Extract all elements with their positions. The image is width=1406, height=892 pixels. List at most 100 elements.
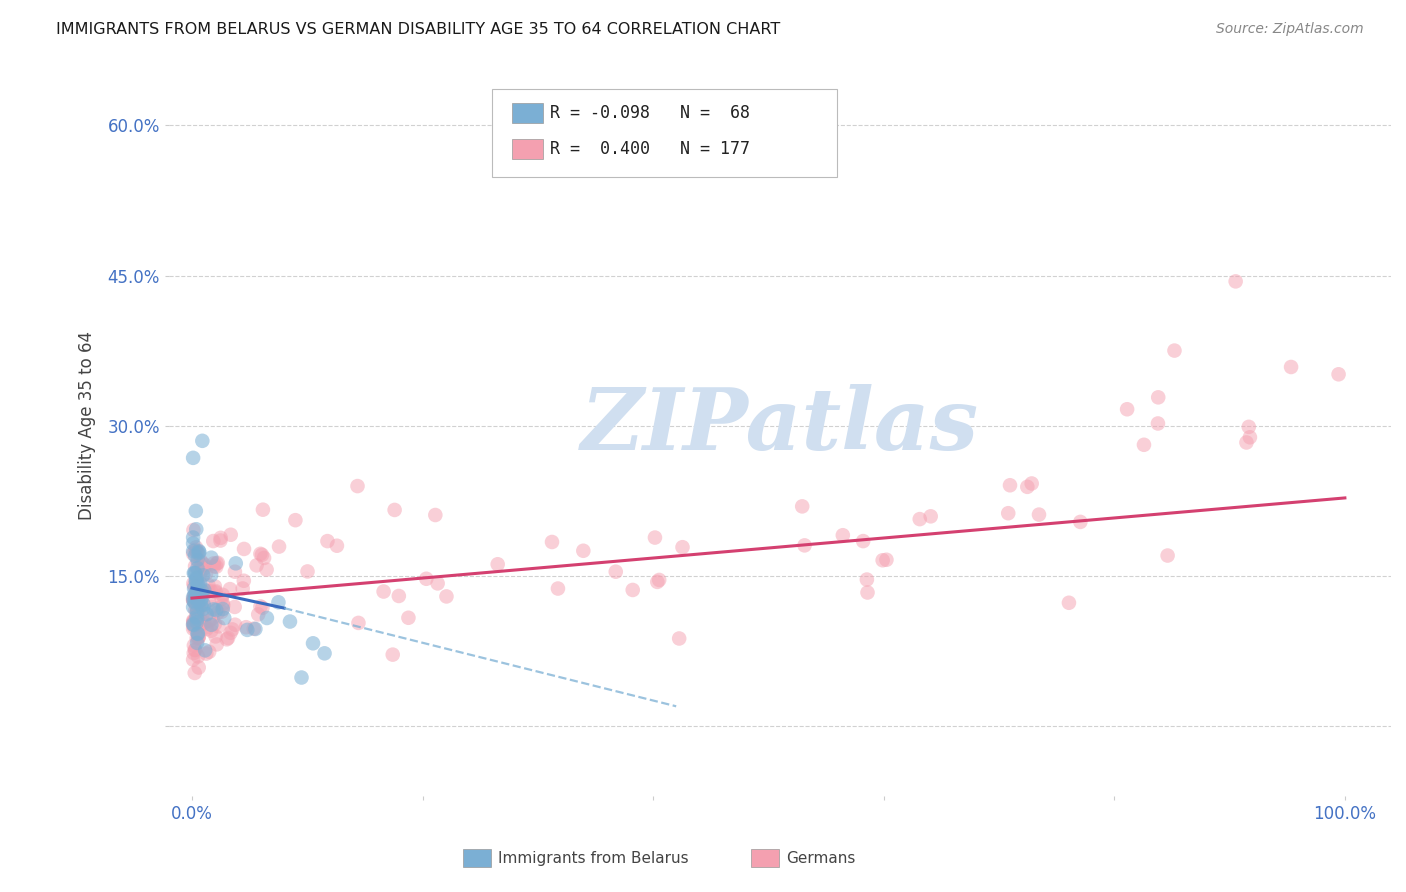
Point [219, 582, 242, 596]
Point [302, 636, 325, 650]
Point [194, 566, 217, 581]
Point [187, 649, 209, 664]
Point [191, 609, 214, 624]
Point [191, 584, 214, 599]
Point [204, 629, 226, 643]
Point [217, 631, 239, 645]
Point [183, 589, 205, 603]
Point [998, 478, 1021, 492]
Point [193, 615, 215, 630]
Point [184, 642, 207, 657]
Point [278, 615, 301, 629]
Point [187, 577, 209, 591]
Point [1021, 476, 1043, 491]
Point [425, 508, 447, 522]
Point [668, 632, 690, 646]
Point [186, 575, 208, 590]
Text: ZIPatlas: ZIPatlas [581, 384, 979, 467]
Point [204, 616, 226, 631]
Point [181, 544, 204, 558]
Point [183, 593, 205, 607]
Point [297, 565, 319, 579]
Point [181, 547, 204, 561]
Text: R =  0.400   N = 177: R = 0.400 N = 177 [550, 140, 749, 158]
Point [920, 509, 942, 524]
Point [194, 620, 217, 634]
Point [184, 591, 207, 605]
Point [314, 646, 336, 660]
Point [187, 553, 209, 567]
Point [792, 500, 814, 514]
Point [195, 622, 218, 636]
Point [187, 592, 209, 607]
Point [190, 554, 212, 568]
Point [436, 590, 458, 604]
Point [184, 643, 207, 657]
Point [181, 618, 204, 632]
Point [396, 611, 419, 625]
Point [1028, 508, 1050, 522]
Point [183, 579, 205, 593]
Point [188, 617, 211, 632]
Point [290, 671, 312, 685]
Point [197, 584, 219, 599]
Point [997, 506, 1019, 520]
Point [194, 558, 217, 572]
Point [204, 585, 226, 599]
Point [267, 540, 290, 554]
Point [426, 576, 449, 591]
Point [187, 595, 209, 609]
Point [187, 660, 209, 674]
Point [190, 588, 212, 602]
Point [247, 607, 270, 622]
Point [232, 582, 254, 596]
Point [186, 615, 208, 630]
Point [388, 589, 411, 603]
Point [200, 599, 222, 614]
Point [233, 541, 256, 556]
Point [224, 599, 246, 614]
Point [856, 573, 879, 587]
Point [190, 617, 212, 632]
Point [205, 559, 228, 574]
Point [193, 561, 215, 575]
Point [202, 559, 225, 574]
Point [195, 607, 218, 622]
Point [250, 548, 273, 562]
Point [193, 598, 215, 612]
Point [187, 630, 209, 644]
Point [186, 590, 208, 604]
Point [908, 512, 931, 526]
Point [1279, 359, 1302, 374]
Point [1327, 368, 1350, 382]
Point [188, 576, 211, 591]
Point [191, 434, 214, 448]
Point [184, 542, 207, 557]
Point [181, 590, 204, 604]
Point [201, 611, 224, 625]
Point [183, 615, 205, 629]
Point [202, 602, 225, 616]
Point [245, 622, 267, 636]
Point [648, 573, 671, 587]
Point [205, 637, 228, 651]
Point [202, 557, 225, 571]
Point [184, 587, 207, 601]
Point [1116, 402, 1139, 417]
Point [186, 522, 208, 536]
Text: Immigrants from Belarus: Immigrants from Belarus [498, 851, 689, 865]
Point [242, 622, 264, 636]
Point [183, 576, 205, 591]
Text: Source: ZipAtlas.com: Source: ZipAtlas.com [1216, 22, 1364, 37]
Point [245, 558, 267, 573]
Point [207, 619, 229, 633]
Point [184, 504, 207, 518]
Point [232, 574, 254, 588]
Point [186, 544, 208, 558]
Point [1069, 515, 1091, 529]
Point [190, 587, 212, 601]
Point [183, 596, 205, 610]
Point [190, 613, 212, 627]
Point [184, 574, 207, 588]
Point [621, 582, 644, 597]
